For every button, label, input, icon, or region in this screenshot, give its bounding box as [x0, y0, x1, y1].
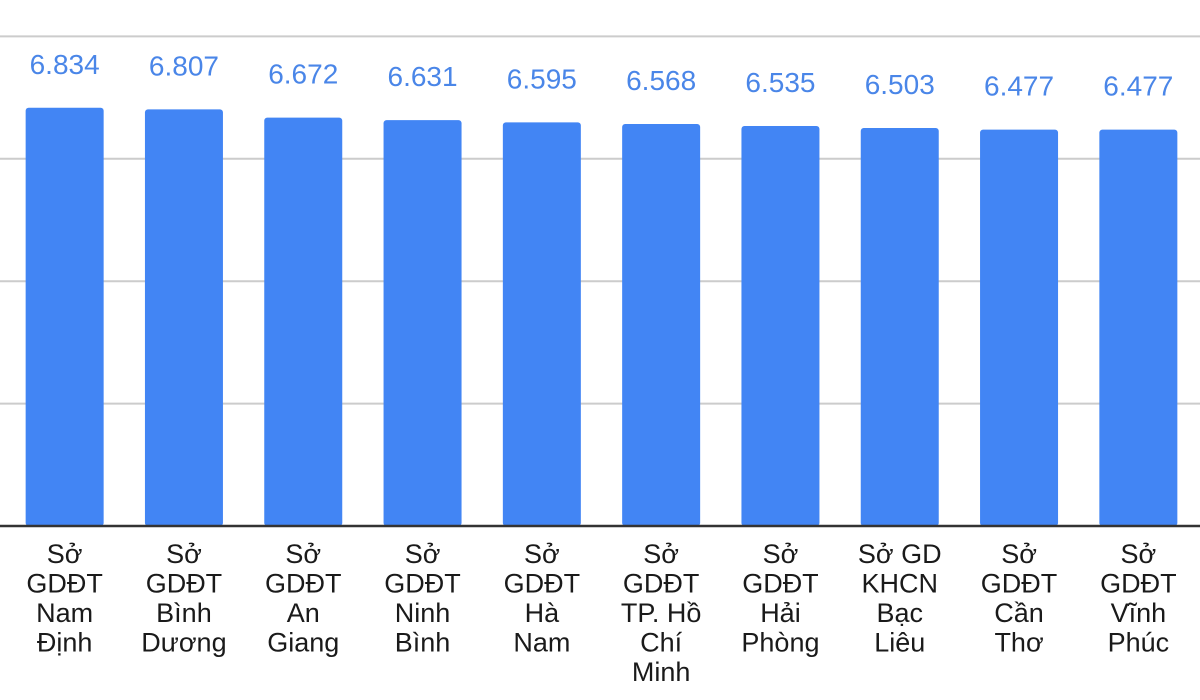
- x-tick-label: Sở GD KHCN Bạc Liêu: [858, 539, 942, 658]
- bar: [502, 122, 581, 527]
- data-label: 6.834: [30, 49, 100, 80]
- x-tick-label: Sở GDĐT Hải Phòng: [741, 539, 819, 658]
- data-label: 6.477: [1103, 71, 1173, 102]
- x-tick-label: Sở GDĐT Hà Nam: [504, 539, 581, 658]
- data-label: 6.631: [388, 61, 458, 92]
- x-tick-label: Sở GDĐT Ninh Bình: [384, 539, 461, 658]
- data-label: 6.568: [626, 65, 696, 96]
- bar: [383, 120, 462, 526]
- x-tick-label: Sở GDĐT An Giang: [265, 539, 342, 658]
- data-label: 6.503: [865, 69, 935, 100]
- bar: [25, 107, 104, 526]
- x-tick-label: Sở GDĐT Cần Thơ: [981, 539, 1058, 658]
- data-label: 6.672: [268, 59, 338, 90]
- bar: [1099, 129, 1178, 526]
- data-label: 6.535: [745, 67, 815, 98]
- data-label: 6.807: [149, 50, 219, 81]
- bar: [622, 124, 701, 527]
- bar: [741, 126, 820, 527]
- bar: [980, 129, 1059, 526]
- bar: [264, 117, 343, 527]
- data-label: 6.477: [984, 71, 1054, 102]
- bar: [144, 109, 223, 527]
- x-tick-label: Sở GDĐT Bình Dương: [141, 539, 226, 658]
- bar: [860, 128, 939, 526]
- x-tick-label: Sở GDĐT Nam Định: [26, 539, 103, 658]
- x-tick-label: Sở GDĐT Vĩnh Phúc: [1100, 539, 1177, 658]
- x-tick-label: Sở GDĐT TP. Hồ Chí Minh: [621, 539, 702, 687]
- data-label: 6.595: [507, 63, 577, 94]
